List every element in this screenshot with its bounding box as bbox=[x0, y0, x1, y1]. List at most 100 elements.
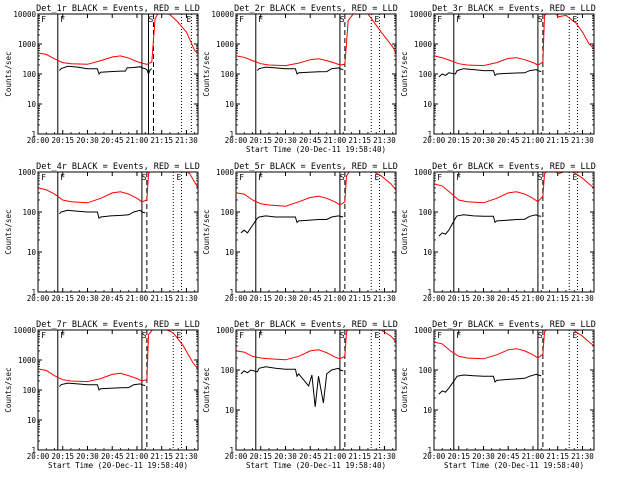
flag-marker: S bbox=[538, 331, 543, 340]
x-tick-label: 21:30 bbox=[175, 136, 198, 145]
x-tick-label: 21:00 bbox=[126, 294, 149, 303]
panel-title: Det_7r BLACK = Events, RED = LLD bbox=[36, 320, 200, 330]
x-tick-label: 21:15 bbox=[348, 294, 371, 303]
x-axis-label: Start Time (20-Dec-11 19:58:40) bbox=[246, 145, 386, 154]
x-tick-label: 20:00 bbox=[225, 452, 248, 461]
x-axis-label: Start Time (20-Dec-11 19:58:40) bbox=[48, 461, 188, 470]
y-tick-label: 1000 bbox=[18, 168, 37, 177]
x-tick-label: 21:30 bbox=[571, 136, 594, 145]
x-tick-label: 20:45 bbox=[497, 294, 520, 303]
y-axis-label: Counts/sec bbox=[202, 209, 211, 254]
x-tick-label: 20:45 bbox=[299, 452, 322, 461]
flag-marker: F bbox=[60, 331, 65, 340]
x-tick-label: 20:30 bbox=[76, 136, 99, 145]
y-tick-label: 10 bbox=[423, 248, 433, 257]
x-tick-label: 20:30 bbox=[274, 452, 297, 461]
flag-marker: F bbox=[437, 331, 442, 340]
flag-marker: F bbox=[41, 173, 46, 182]
x-tick-label: 20:45 bbox=[101, 452, 124, 461]
flag-marker: F bbox=[239, 173, 244, 182]
x-tick-label: 20:15 bbox=[447, 294, 470, 303]
y-tick-label: 10 bbox=[225, 248, 235, 257]
detector-rate-figure: Det_1r BLACK = Events, RED = LLDCounts/s… bbox=[0, 0, 640, 480]
y-tick-label: 10000 bbox=[409, 10, 432, 19]
flag-marker: S bbox=[538, 15, 543, 24]
flag-marker: F bbox=[60, 15, 65, 24]
x-tick-label: 20:15 bbox=[249, 136, 272, 145]
y-axis-label: Counts/sec bbox=[400, 209, 409, 254]
x-tick-label: 20:30 bbox=[76, 294, 99, 303]
y-tick-label: 100 bbox=[220, 70, 234, 79]
panel-title: Det_2r BLACK = Events, RED = LLD bbox=[234, 4, 398, 14]
panel-title: Det_6r BLACK = Events, RED = LLD bbox=[432, 162, 596, 172]
x-tick-label: 20:00 bbox=[27, 136, 50, 145]
panel-title: Det_4r BLACK = Events, RED = LLD bbox=[36, 162, 200, 172]
flag-marker: S bbox=[340, 331, 345, 340]
x-tick-label: 20:15 bbox=[51, 294, 74, 303]
y-axis-label: Counts/sec bbox=[4, 209, 13, 254]
y-tick-label: 100 bbox=[22, 208, 36, 217]
flag-marker: S bbox=[142, 331, 147, 340]
panel-title: Det_8r BLACK = Events, RED = LLD bbox=[234, 320, 398, 330]
y-tick-label: 1000 bbox=[18, 356, 37, 365]
x-tick-label: 20:15 bbox=[447, 452, 470, 461]
flag-marker: F bbox=[41, 15, 46, 24]
flag-marker: S bbox=[142, 173, 147, 182]
y-axis-label: Counts/sec bbox=[202, 51, 211, 96]
y-tick-label: 10 bbox=[27, 100, 37, 109]
flag-marker: S bbox=[149, 15, 154, 24]
y-tick-label: 100 bbox=[418, 208, 432, 217]
x-tick-label: 20:15 bbox=[249, 452, 272, 461]
flag-marker: E bbox=[573, 15, 578, 24]
flag-marker: S bbox=[340, 15, 345, 24]
x-axis-label: Start Time (20-Dec-11 19:58:40) bbox=[246, 461, 386, 470]
x-tick-label: 20:30 bbox=[274, 294, 297, 303]
x-tick-label: 20:45 bbox=[299, 136, 322, 145]
x-tick-label: 21:00 bbox=[522, 294, 545, 303]
y-tick-label: 100 bbox=[220, 366, 234, 375]
y-axis-label: Counts/sec bbox=[400, 51, 409, 96]
y-tick-label: 1000 bbox=[216, 326, 235, 335]
x-tick-label: 20:45 bbox=[101, 136, 124, 145]
y-tick-label: 100 bbox=[22, 386, 36, 395]
flag-marker: F bbox=[456, 173, 461, 182]
flag-marker: F bbox=[258, 173, 263, 182]
x-axis-label: Start Time (20-Dec-11 19:58:40) bbox=[444, 461, 584, 470]
x-tick-label: 21:30 bbox=[571, 452, 594, 461]
y-tick-label: 1000 bbox=[18, 40, 37, 49]
flag-marker: F bbox=[437, 15, 442, 24]
x-tick-label: 21:30 bbox=[373, 452, 396, 461]
y-tick-label: 1000 bbox=[216, 168, 235, 177]
x-tick-label: 20:15 bbox=[51, 136, 74, 145]
y-tick-label: 10000 bbox=[13, 326, 36, 335]
y-tick-label: 10 bbox=[423, 100, 433, 109]
x-tick-label: 20:30 bbox=[472, 136, 495, 145]
flag-marker: F bbox=[437, 173, 442, 182]
flag-marker: F bbox=[456, 331, 461, 340]
x-tick-label: 20:30 bbox=[472, 294, 495, 303]
flag-marker: F bbox=[41, 331, 46, 340]
x-tick-label: 21:30 bbox=[373, 136, 396, 145]
x-tick-label: 20:15 bbox=[249, 294, 272, 303]
x-tick-label: 21:00 bbox=[522, 452, 545, 461]
x-tick-label: 20:30 bbox=[274, 136, 297, 145]
y-axis-label: Counts/sec bbox=[202, 367, 211, 412]
flag-marker: F bbox=[239, 331, 244, 340]
y-tick-label: 100 bbox=[418, 366, 432, 375]
y-axis-label: Counts/sec bbox=[4, 51, 13, 96]
panel-title: Det_5r BLACK = Events, RED = LLD bbox=[234, 162, 398, 172]
panel-title: Det_9r BLACK = Events, RED = LLD bbox=[432, 320, 596, 330]
x-tick-label: 20:15 bbox=[51, 452, 74, 461]
y-tick-label: 1000 bbox=[414, 168, 433, 177]
y-axis-label: Counts/sec bbox=[4, 367, 13, 412]
flag-marker: S bbox=[538, 173, 543, 182]
x-tick-label: 20:00 bbox=[225, 294, 248, 303]
x-tick-label: 21:30 bbox=[175, 452, 198, 461]
flag-marker: E bbox=[177, 331, 182, 340]
y-tick-label: 100 bbox=[220, 208, 234, 217]
flag-marker: E bbox=[375, 173, 380, 182]
flag-marker: E bbox=[375, 15, 380, 24]
flag-marker: E bbox=[177, 173, 182, 182]
y-tick-label: 1000 bbox=[414, 40, 433, 49]
x-tick-label: 20:45 bbox=[101, 294, 124, 303]
